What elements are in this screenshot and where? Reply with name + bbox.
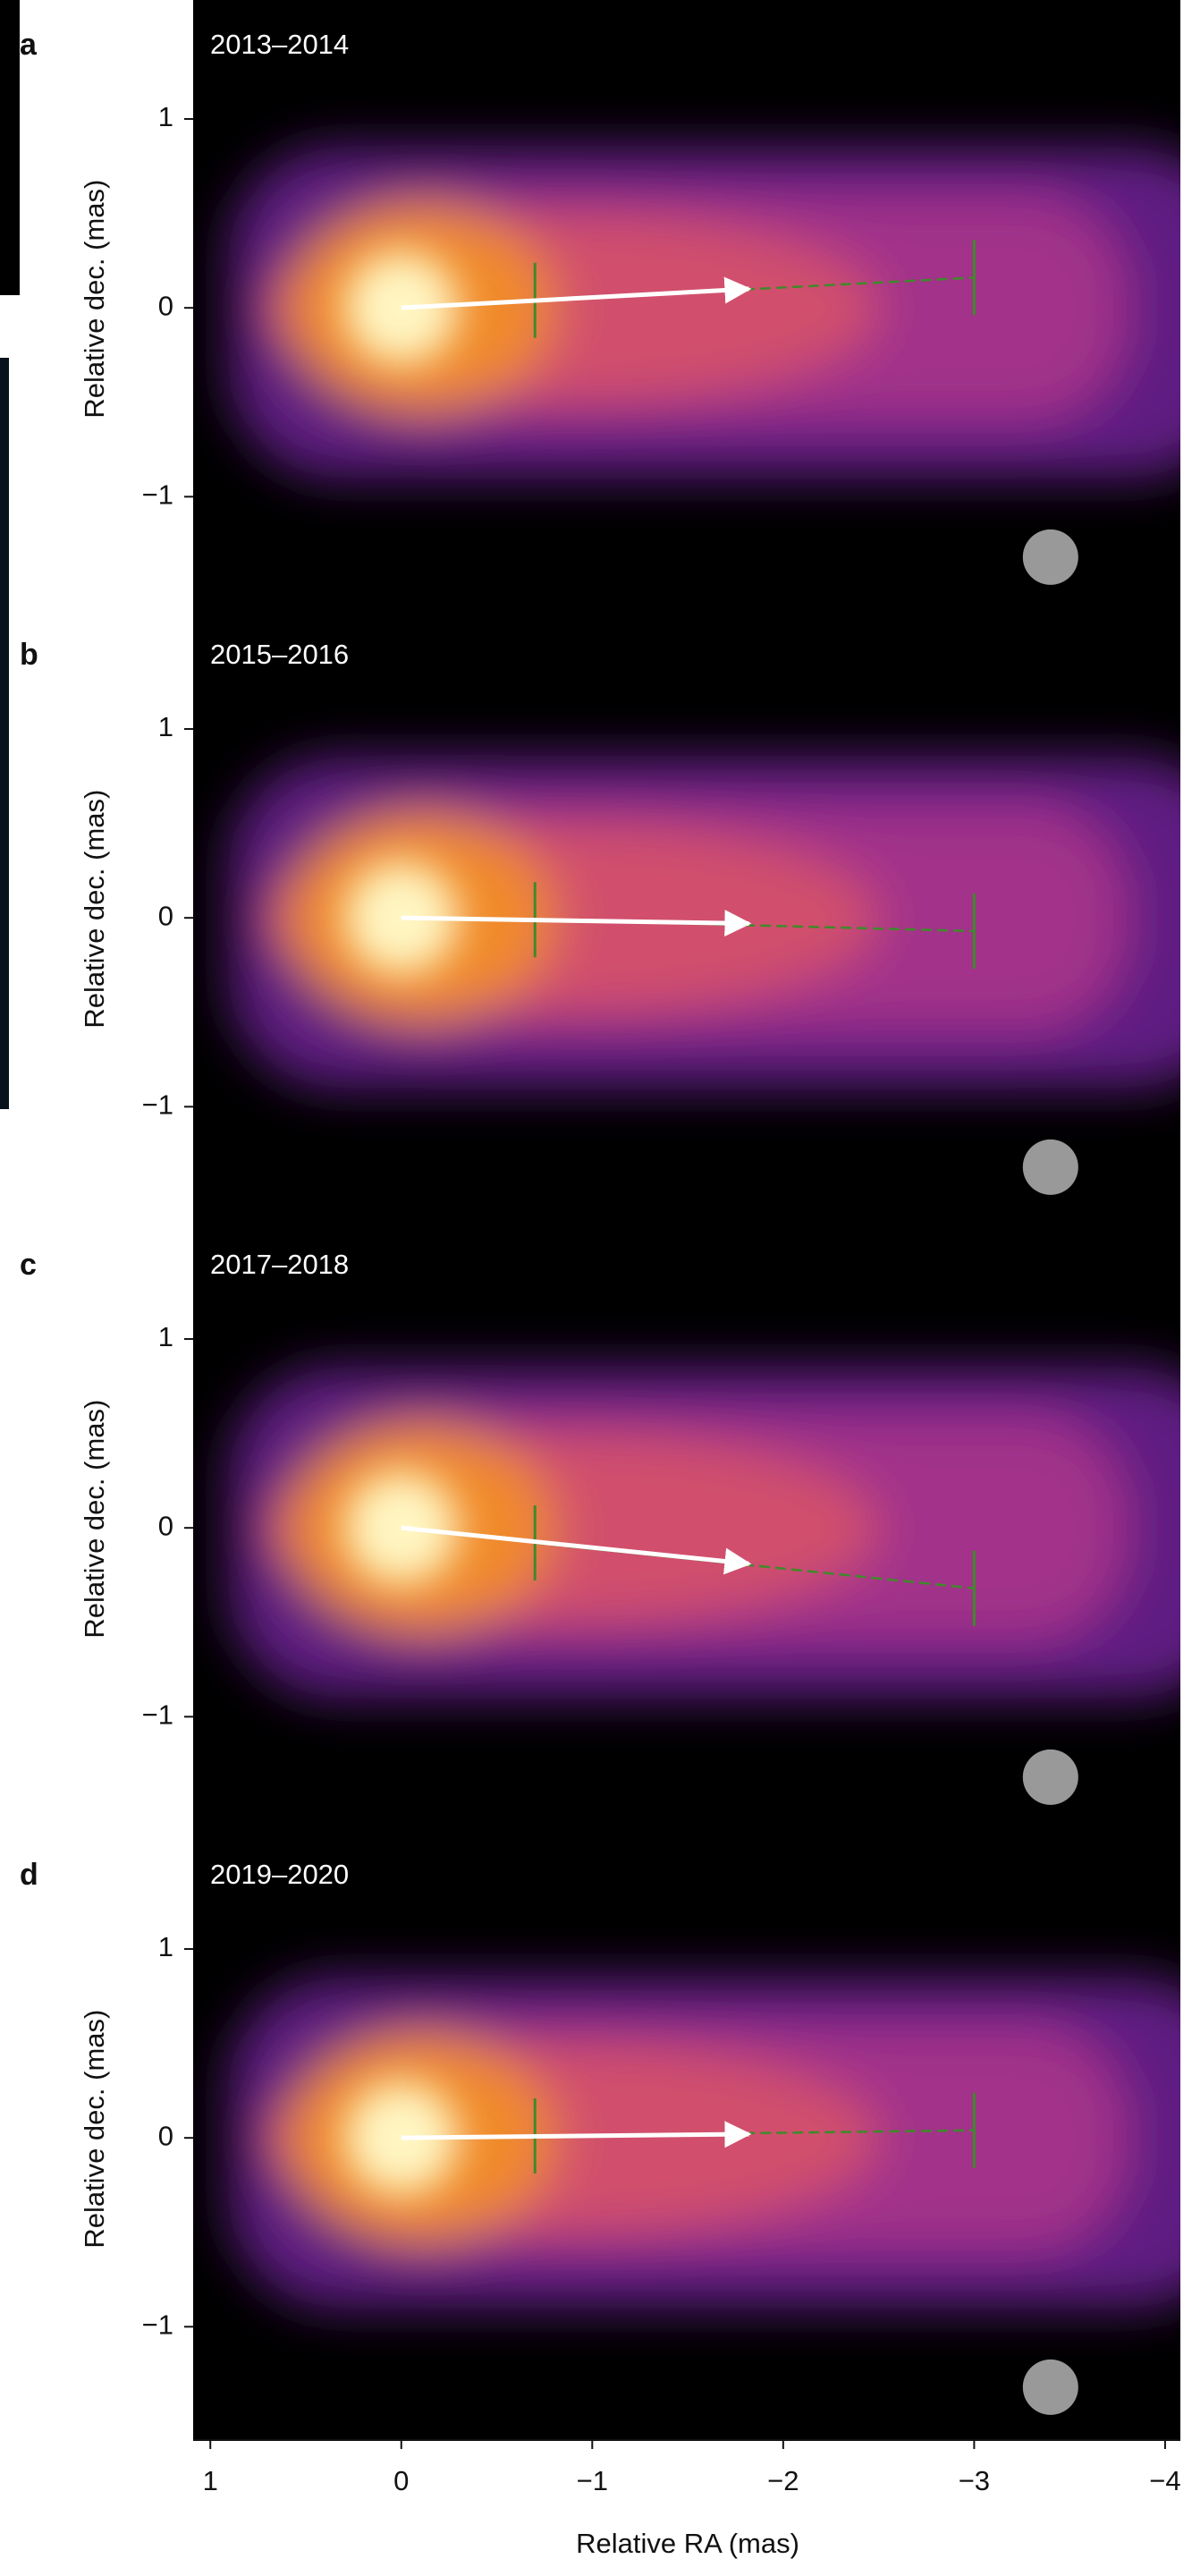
beam — [1023, 1140, 1078, 1195]
y-tick-label: 0 — [158, 2120, 173, 2151]
panel-title: 2015–2016 — [210, 639, 349, 670]
x-tick-label: −1 — [577, 2465, 608, 2496]
beam — [1023, 1750, 1078, 1805]
panel-label: c — [20, 1248, 37, 1282]
x-tick-label: −4 — [1149, 2465, 1180, 2496]
jet-emission — [230, 148, 1192, 479]
y-tick-label: 1 — [158, 101, 173, 132]
x-axis-label: Relative RA (mas) — [576, 2528, 799, 2559]
cropped-edge — [0, 0, 20, 295]
y-tick-label: −1 — [142, 1699, 173, 1731]
jet-emission — [230, 1978, 1192, 2309]
figure: −1 0 1 Relative dec. (mas) a 2013–2014 −1 0 1 Rel… — [0, 0, 1192, 2576]
y-tick-label: 1 — [158, 1931, 173, 1962]
y-tick-label: 0 — [158, 290, 173, 321]
y-axis-label: Relative dec. (mas) — [79, 790, 110, 1029]
panel-label: b — [20, 638, 38, 672]
y-axis-label: Relative dec. (mas) — [79, 2010, 110, 2249]
x-tick-label: 1 — [203, 2465, 218, 2496]
panel-title: 2017–2018 — [210, 1249, 349, 1280]
y-tick-label: −1 — [142, 479, 173, 511]
y-tick-label: 1 — [158, 711, 173, 742]
panel-title: 2013–2014 — [210, 29, 349, 60]
x-tick-label: 0 — [393, 2465, 409, 2496]
beam — [1023, 2360, 1078, 2415]
y-tick-label: 1 — [158, 1321, 173, 1352]
cropped-edge — [0, 358, 9, 1109]
jet-emission — [230, 1368, 1192, 1699]
y-tick-label: −1 — [142, 1089, 173, 1121]
panel-label: d — [20, 1858, 38, 1892]
x-tick-label: −2 — [767, 2465, 799, 2496]
y-tick-label: 0 — [158, 1510, 173, 1541]
y-tick-label: −1 — [142, 2309, 173, 2341]
y-axis-label: Relative dec. (mas) — [79, 180, 110, 419]
panel-title: 2019–2020 — [210, 1859, 349, 1890]
beam — [1023, 530, 1078, 585]
y-axis-label: Relative dec. (mas) — [79, 1400, 110, 1639]
y-tick-label: 0 — [158, 900, 173, 931]
panel-label: a — [20, 28, 38, 62]
x-tick-label: −3 — [959, 2465, 990, 2496]
